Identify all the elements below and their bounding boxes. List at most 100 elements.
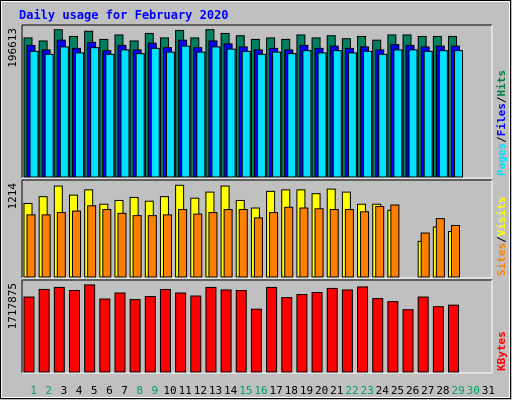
bar-sites-day-18 — [284, 206, 294, 278]
x-tick-label-day-4: 4 — [76, 384, 83, 397]
bar-pages-day-28 — [438, 50, 448, 178]
bar-kbytes-day-11 — [175, 292, 187, 373]
legend-part: Sites — [495, 243, 508, 276]
bar-kbytes-day-29 — [448, 304, 460, 373]
x-tick-label-day-10: 10 — [163, 384, 176, 397]
bar-sites-day-11 — [178, 209, 188, 278]
legend-part: / — [495, 236, 508, 243]
bar-kbytes-day-25 — [387, 301, 399, 373]
bar-kbytes-day-18 — [281, 297, 293, 373]
bar-kbytes-day-14 — [220, 289, 232, 373]
chart-title: Daily usage for February 2020 — [19, 8, 229, 22]
bar-sites-day-10 — [162, 214, 172, 278]
bar-pages-day-13 — [211, 46, 221, 178]
bar-kbytes-day-27 — [417, 296, 429, 373]
panel-max-label: 1717875 — [6, 283, 19, 329]
bar-kbytes-day-24 — [372, 298, 384, 373]
x-tick-label-day-23: 23 — [361, 384, 374, 397]
panel-visits-sites: 1214 Sites/Visits — [6, 179, 508, 279]
bar-pages-day-19 — [302, 50, 312, 178]
x-tick-label-day-16: 16 — [254, 384, 267, 397]
bar-pages-day-22 — [347, 52, 357, 178]
bar-sites-day-6 — [102, 209, 112, 278]
bar-kbytes-day-22 — [341, 289, 353, 373]
bar-kbytes-day-9 — [144, 296, 156, 373]
x-tick-label-day-9: 9 — [152, 384, 159, 397]
bar-kbytes-day-1 — [23, 296, 35, 373]
bar-sites-day-21 — [329, 209, 339, 278]
x-tick-label-day-31: 31 — [482, 384, 495, 397]
bar-pages-day-12 — [196, 51, 206, 178]
x-tick-label-day-27: 27 — [421, 384, 434, 397]
bar-kbytes-day-26 — [402, 309, 414, 373]
bar-pages-day-5 — [90, 47, 100, 178]
x-tick-label-day-8: 8 — [136, 384, 143, 397]
bar-kbytes-day-20 — [311, 291, 323, 373]
x-tick-label-day-24: 24 — [376, 384, 390, 397]
bar-kbytes-day-21 — [326, 287, 338, 373]
x-tick-label-day-7: 7 — [121, 384, 128, 397]
bar-sites-day-12 — [193, 213, 203, 278]
bar-pages-day-16 — [256, 53, 266, 178]
x-tick-label-day-5: 5 — [91, 384, 98, 397]
bar-kbytes-day-16 — [250, 308, 262, 373]
bar-pages-day-9 — [150, 47, 160, 178]
bar-pages-day-25 — [393, 49, 403, 178]
bar-pages-day-17 — [272, 51, 282, 178]
bar-kbytes-day-3 — [53, 286, 65, 373]
bar-kbytes-day-2 — [38, 288, 50, 373]
x-tick-label-day-2: 2 — [45, 384, 52, 397]
bar-pages-day-14 — [226, 48, 236, 178]
x-tick-label-day-15: 15 — [239, 384, 252, 397]
bar-pages-day-15 — [241, 50, 251, 178]
x-tick-label-day-3: 3 — [61, 384, 68, 397]
x-tick-label-day-18: 18 — [285, 384, 298, 397]
panel-legend-label: KBytes — [495, 331, 508, 371]
x-tick-label-day-14: 14 — [224, 384, 238, 397]
bar-sites-day-17 — [269, 212, 279, 278]
series-kbytes — [23, 284, 460, 373]
panels: 196613Pages/Files/Hits1214Sites/Visits17… — [6, 24, 508, 374]
bar-sites-day-25 — [390, 204, 400, 278]
x-tick-label-day-12: 12 — [194, 384, 207, 397]
bar-kbytes-day-23 — [357, 286, 369, 373]
bar-kbytes-day-12 — [190, 295, 202, 373]
x-axis-labels: 1 2 3 4 5 6 7 8 9 10 11 12 13 14 15 16 17 18 19 20 21 22 23 24 2… — [30, 384, 495, 397]
bar-kbytes-day-7 — [114, 292, 126, 373]
bar-kbytes-day-8 — [129, 299, 141, 373]
x-tick-label-day-28: 28 — [436, 384, 449, 397]
bar-pages-day-8 — [135, 53, 145, 178]
bar-pages-day-3 — [59, 46, 69, 178]
panel-max-label: 196613 — [6, 28, 19, 68]
bar-sites-day-2 — [41, 214, 51, 278]
x-tick-label-day-30: 30 — [467, 384, 480, 397]
bar-kbytes-day-5 — [84, 284, 96, 373]
bar-pages-day-20 — [317, 52, 327, 178]
bar-kbytes-day-4 — [68, 289, 80, 373]
bar-pages-day-23 — [363, 50, 373, 178]
bar-pages-day-1 — [29, 50, 39, 178]
bar-sites-day-22 — [344, 209, 354, 278]
bar-sites-day-9 — [147, 215, 157, 278]
bar-sites-day-23 — [360, 211, 370, 278]
panel-max-label: 1214 — [6, 183, 19, 210]
bar-sites-day-16 — [253, 217, 263, 278]
bar-kbytes-day-19 — [296, 294, 308, 373]
bar-sites-day-29 — [451, 224, 461, 278]
x-tick-label-day-21: 21 — [330, 384, 343, 397]
legend-part: Hits — [495, 70, 508, 97]
series-pages — [29, 45, 464, 178]
bar-sites-day-15 — [238, 209, 248, 278]
x-tick-label-day-26: 26 — [406, 384, 419, 397]
bar-sites-day-5 — [87, 205, 97, 278]
bar-kbytes-day-13 — [205, 286, 217, 373]
series-sites — [26, 204, 461, 278]
x-tick-label-day-19: 19 — [300, 384, 313, 397]
x-tick-label-day-13: 13 — [209, 384, 222, 397]
legend-part: Files — [495, 103, 508, 136]
panel-legend-label: Pages/Files/Hits — [495, 70, 508, 176]
